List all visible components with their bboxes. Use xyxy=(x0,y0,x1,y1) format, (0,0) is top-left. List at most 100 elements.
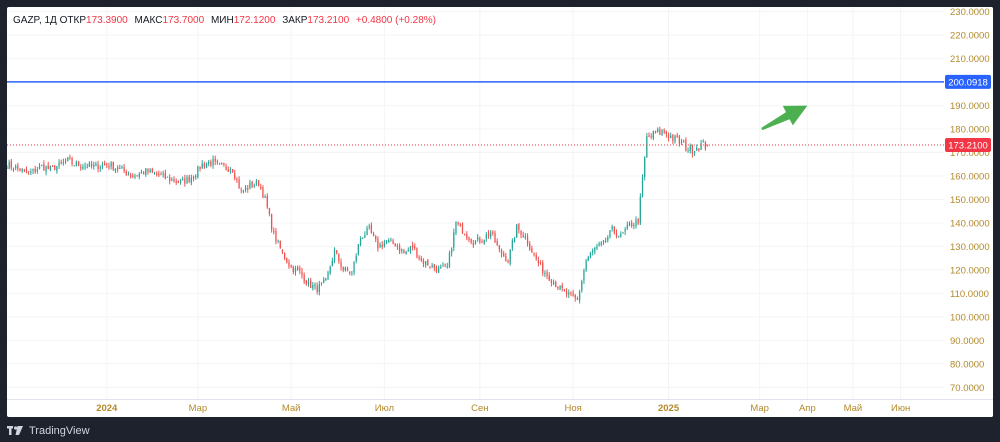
tradingview-logo-icon[interactable] xyxy=(7,426,23,436)
candle-body xyxy=(509,249,511,264)
price-tick-label: 120.0000 xyxy=(950,265,990,276)
candle-body xyxy=(544,272,546,274)
candle-body xyxy=(453,232,455,248)
candle xyxy=(288,259,290,269)
candle-body xyxy=(516,224,518,238)
candle-body xyxy=(700,143,702,150)
candle-body xyxy=(602,240,605,242)
price-tick-label: 180.0000 xyxy=(950,125,990,136)
candle xyxy=(600,241,602,247)
candle xyxy=(667,132,670,142)
candle-body xyxy=(227,169,229,172)
price-tick-label: 140.0000 xyxy=(950,218,990,229)
candle xyxy=(229,167,232,174)
candle-body xyxy=(283,253,286,259)
candle-body xyxy=(331,260,333,267)
legend-interval[interactable]: 1Д xyxy=(44,15,57,26)
candlestick-chart[interactable]: 230.0000220.0000210.0000200.0000190.0000… xyxy=(7,7,993,417)
candle-body xyxy=(184,178,186,184)
candle-body xyxy=(600,242,602,245)
candle-body xyxy=(216,160,219,163)
candle xyxy=(325,277,327,282)
candle-body xyxy=(240,189,242,191)
green-arrow-drawing[interactable] xyxy=(761,105,808,131)
candle-body xyxy=(424,261,427,266)
candle-body xyxy=(518,224,520,230)
candle-body xyxy=(429,266,431,268)
candle-body xyxy=(166,176,169,178)
candle xyxy=(622,231,624,234)
candle-body xyxy=(637,219,639,224)
candle-body xyxy=(581,281,583,291)
candle xyxy=(281,249,284,255)
candle xyxy=(362,237,364,240)
candle xyxy=(64,158,67,165)
candle xyxy=(340,258,342,271)
candle xyxy=(693,150,696,156)
footer-brand-text[interactable]: TradingView xyxy=(29,425,90,437)
candle-body xyxy=(468,236,470,240)
candle xyxy=(431,262,433,269)
candle xyxy=(73,165,75,167)
candle-body xyxy=(51,165,54,167)
candle xyxy=(604,237,607,243)
candle-body xyxy=(15,166,17,168)
price-axis[interactable]: 230.0000220.0000210.0000200.0000190.0000… xyxy=(944,7,993,417)
symbol-legend: GAZP, 1Д ОТКР173.3900 МАКС173.7000 МИН17… xyxy=(13,15,436,26)
candle-body xyxy=(531,248,533,253)
candle-body xyxy=(379,244,381,248)
candle-body xyxy=(69,157,71,159)
candle xyxy=(390,237,392,242)
candle xyxy=(23,168,26,173)
candle-body xyxy=(175,180,177,183)
overlays-group xyxy=(7,81,944,146)
candle xyxy=(359,236,362,247)
candle xyxy=(485,232,487,242)
candle xyxy=(45,165,47,176)
candle xyxy=(609,230,611,239)
candle xyxy=(49,165,52,172)
candle xyxy=(320,282,323,286)
candle xyxy=(47,161,49,170)
candle-body xyxy=(455,222,457,234)
candle xyxy=(650,133,652,140)
candle-body xyxy=(149,169,151,173)
candle-body xyxy=(238,179,240,189)
legend-low-value: 172.1200 xyxy=(233,15,276,26)
candle xyxy=(305,279,307,286)
price-tick-label: 70.0000 xyxy=(950,383,984,394)
candle xyxy=(266,193,268,209)
candle xyxy=(77,160,80,167)
candle xyxy=(231,168,234,173)
candle xyxy=(628,221,631,227)
candle-body xyxy=(221,162,223,164)
candle-body xyxy=(529,243,531,250)
candle-body xyxy=(103,163,106,165)
candle xyxy=(134,173,136,180)
candle xyxy=(542,259,544,277)
time-axis[interactable]: 2024 Мар Май Июл Сен Ноя 2025 Мар Апр Май Июн xyxy=(7,399,993,415)
candle-body xyxy=(110,162,112,167)
candle-body xyxy=(353,261,355,273)
candle-body xyxy=(41,165,43,167)
candle-body xyxy=(492,232,494,234)
candle xyxy=(331,257,333,267)
legend-symbol[interactable]: GAZP xyxy=(13,15,39,26)
candle xyxy=(418,255,420,261)
candle xyxy=(357,243,360,256)
candles-group xyxy=(7,126,709,304)
candle xyxy=(99,165,101,172)
candle-body xyxy=(49,165,52,170)
candle xyxy=(127,171,130,176)
level-price-tag[interactable] xyxy=(945,74,991,89)
candle-body xyxy=(490,232,492,237)
candle xyxy=(637,218,639,226)
price-tick-label: 160.0000 xyxy=(950,172,990,183)
candle xyxy=(184,174,186,187)
candle-body xyxy=(292,266,294,273)
candle xyxy=(563,288,566,292)
candle-body xyxy=(190,177,193,183)
last-price-tag[interactable] xyxy=(945,137,991,152)
candle xyxy=(329,265,331,275)
candle-body xyxy=(43,163,45,171)
